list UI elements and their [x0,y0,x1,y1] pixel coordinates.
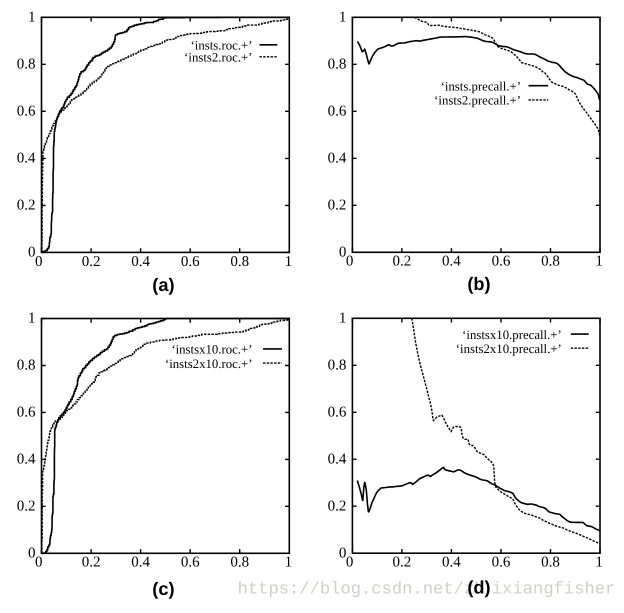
svg-text:0.8: 0.8 [17,57,36,73]
svg-text:0.6: 0.6 [492,555,511,571]
svg-text:0.4: 0.4 [442,555,461,571]
svg-text:0.4: 0.4 [328,451,347,467]
svg-text:‘insts.roc.+’: ‘insts.roc.+’ [191,39,253,53]
svg-text:(c): (c) [152,579,174,599]
svg-text:1: 1 [595,555,603,571]
svg-text:0.2: 0.2 [17,198,36,214]
svg-text:‘insts2.precall.+’: ‘insts2.precall.+’ [434,94,521,108]
svg-text:0: 0 [35,254,43,270]
svg-text:‘insts.precall.+’: ‘insts.precall.+’ [441,79,521,93]
svg-text:‘insts2x10.roc.+’: ‘insts2x10.roc.+’ [165,357,253,371]
svg-text:0.2: 0.2 [82,254,101,270]
svg-text:0.8: 0.8 [230,254,249,270]
svg-text:0.2: 0.2 [393,254,412,270]
svg-text:1: 1 [339,311,347,327]
svg-text:0.4: 0.4 [17,452,36,468]
svg-text:0: 0 [339,245,347,261]
svg-text:0: 0 [35,555,43,571]
svg-text:0.6: 0.6 [181,254,200,270]
svg-text:0.8: 0.8 [328,57,347,73]
svg-text:0.2: 0.2 [82,555,101,571]
svg-text:‘instsx10.precall.+’: ‘instsx10.precall.+’ [462,328,562,342]
svg-text:1: 1 [285,254,293,270]
svg-text:0.6: 0.6 [328,104,347,120]
svg-text:0.2: 0.2 [328,198,347,214]
svg-text:0.6: 0.6 [492,254,511,270]
svg-text:‘instsx10.roc.+’: ‘instsx10.roc.+’ [171,343,252,357]
svg-text:0.8: 0.8 [328,358,347,374]
svg-text:0.8: 0.8 [230,555,249,571]
svg-text:1: 1 [339,10,347,26]
svg-text:0: 0 [346,254,354,270]
svg-text:1: 1 [595,254,603,270]
svg-text:0.6: 0.6 [181,555,200,571]
svg-text:0.4: 0.4 [442,254,461,270]
svg-text:ixiangfisher: ixiangfisher [492,581,615,600]
svg-text:0: 0 [28,245,36,261]
svg-text:0: 0 [28,546,36,562]
svg-text:0.8: 0.8 [541,254,560,270]
svg-text:0.4: 0.4 [131,254,150,270]
svg-text:(b): (b) [467,274,490,294]
svg-text:0.8: 0.8 [17,358,36,374]
svg-text:(a): (a) [152,275,174,295]
svg-text:1: 1 [28,311,36,327]
svg-text:0.8: 0.8 [541,555,560,571]
svg-text:0.2: 0.2 [393,555,412,571]
svg-text:0.6: 0.6 [17,405,36,421]
svg-text:https://blog.csdn.net/zh: https://blog.csdn.net/zh [238,581,485,600]
svg-text:1: 1 [285,555,293,571]
svg-text:0.4: 0.4 [328,151,347,167]
svg-text:0.2: 0.2 [328,498,347,514]
svg-text:1: 1 [28,10,36,26]
svg-text:0.4: 0.4 [17,151,36,167]
svg-text:0: 0 [346,555,354,571]
svg-text:(d): (d) [467,578,490,598]
svg-text:0.6: 0.6 [328,405,347,421]
svg-text:‘insts2x10.precall.+’: ‘insts2x10.precall.+’ [456,342,562,356]
svg-text:0: 0 [339,545,347,561]
svg-text:‘insts2.roc.+’: ‘insts2.roc.+’ [184,51,252,65]
svg-text:0.4: 0.4 [131,555,150,571]
svg-text:0.6: 0.6 [17,104,36,120]
svg-text:0.2: 0.2 [17,499,36,515]
